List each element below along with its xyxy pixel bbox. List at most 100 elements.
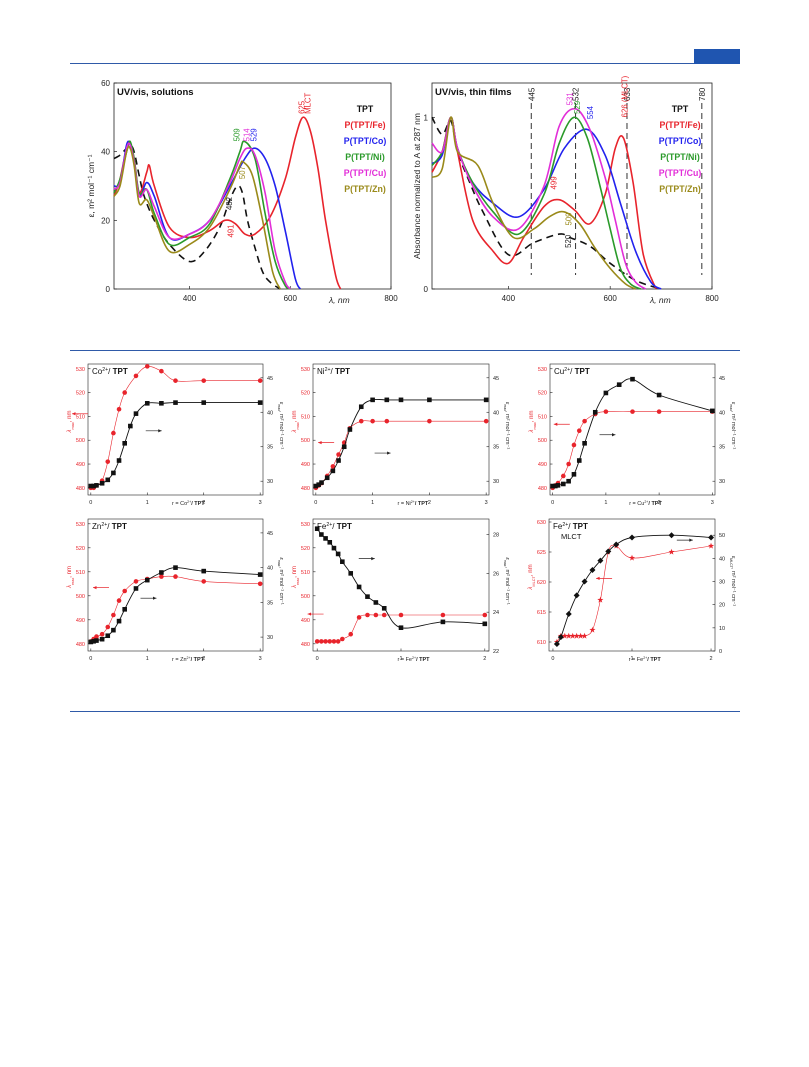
- left-y-tick-label: 490: [301, 462, 310, 468]
- fe-x-axis-label-part: 2+: [412, 656, 416, 660]
- series-line-ptptcu: [113, 142, 291, 290]
- left-y-tick-label: 500: [301, 438, 310, 444]
- data-point-right: [592, 409, 598, 415]
- right-y-tick-label: 0: [719, 649, 722, 655]
- data-point-right: [373, 600, 379, 605]
- co-panel-title: Co2+/ TPT: [92, 367, 128, 376]
- ni-plot-frame: [312, 363, 490, 496]
- ni-x-axis-label: r = Ni2+/ TPT: [397, 500, 428, 507]
- fe-left-y-axis-label: λmax, nm: [292, 566, 300, 589]
- x-tick-label: 3: [711, 500, 714, 506]
- data-point-right: [358, 404, 364, 410]
- left-y-tick-label: 520: [76, 546, 85, 552]
- data-point-left: [571, 442, 577, 448]
- right-y-tick-label: 22: [493, 649, 499, 655]
- x-tick-label: 2: [710, 656, 713, 662]
- data-point-right: [616, 382, 622, 387]
- fe-panel-title-part: TPT: [337, 522, 352, 531]
- data-point-right: [133, 586, 139, 591]
- fe-left-y-axis-label-part: λ: [292, 585, 298, 589]
- x-tick-label: 0: [316, 656, 319, 662]
- left-y-tick-label: 500: [301, 594, 310, 600]
- zn-right-y-axis-label-part: max: [277, 560, 281, 567]
- x-tick-label: 2: [658, 500, 661, 506]
- films-chart: 400 600 800 0 1 445 532 633 780 UV/vis, thin film…: [412, 75, 719, 305]
- data-point-right: [605, 548, 612, 555]
- series-line-ptptfe: [431, 116, 657, 290]
- zn-x-axis-label-part: r = Zn: [172, 657, 187, 663]
- left-y-tick-label: 480: [76, 642, 85, 648]
- zn-panel-title-part: TPT: [112, 522, 127, 531]
- films-x-axis-label: λ, nm: [649, 295, 671, 305]
- data-point-right: [327, 539, 333, 545]
- solutions-x-axis-label: λ, nm: [328, 295, 350, 305]
- left-y-tick-label: 520: [76, 391, 85, 397]
- data-point-right: [144, 401, 150, 406]
- data-point-left: [111, 430, 116, 436]
- data-point-left: [565, 632, 572, 639]
- right-y-tick-label: 30: [719, 479, 725, 485]
- co-left-y-axis-label-part: , nm: [67, 411, 73, 423]
- data-point-right: [589, 566, 596, 573]
- data-point-left: [314, 639, 320, 644]
- data-point-left: [656, 409, 662, 414]
- fe_mlct-panel-title-part: TPT: [573, 522, 588, 531]
- y-tick-label: 0: [106, 285, 111, 294]
- right-y-tick-label: 26: [493, 571, 499, 577]
- fe_mlct-panel-title-part: /: [568, 522, 572, 531]
- solutions-title: UV/vis, solutions: [117, 87, 194, 98]
- data-point-right: [557, 634, 564, 641]
- data-point-left: [597, 596, 604, 603]
- data-point-right: [99, 636, 105, 642]
- films-title: UV/vis, thin films: [435, 87, 512, 98]
- zn-x-axis-label-part: / TPT: [191, 657, 205, 663]
- data-point-right: [482, 621, 488, 627]
- cu-right-y-axis-label-part: max: [729, 404, 733, 411]
- series-line-ptptzn: [113, 145, 281, 290]
- left-y-tick-label: 490: [76, 462, 85, 468]
- fe-panel-title-part: /: [332, 522, 336, 531]
- data-point-left: [257, 378, 263, 383]
- y-tick-label: 1: [424, 113, 429, 122]
- data-point-right: [122, 607, 127, 612]
- data-point-right: [324, 475, 330, 481]
- left-y-tick-label: 510: [301, 570, 310, 576]
- peak-label: 482: [225, 197, 234, 210]
- x-tick-label: 2: [202, 500, 205, 506]
- data-point-right: [336, 458, 341, 463]
- header-corner-block: [694, 49, 740, 64]
- zn-right-y-axis-label: εmax, m² mol⁻¹ cm⁻¹: [277, 557, 284, 605]
- fe_mlct-right-y-axis-label-part: ε: [730, 556, 736, 559]
- data-point-right: [99, 480, 105, 486]
- data-point-right: [581, 578, 588, 585]
- left-y-tick-label: 510: [301, 414, 310, 420]
- data-point-right: [341, 444, 347, 450]
- reference-line-label: 532: [572, 87, 581, 101]
- data-point-right: [111, 627, 116, 633]
- zn-plot-frame: [87, 518, 264, 652]
- co-x-axis-label-part: 2+: [187, 500, 191, 504]
- left-y-tick-label: 480: [538, 486, 547, 492]
- ni-right-y-axis-label-part: max: [503, 404, 507, 411]
- peak-label: 626 (MLCT): [620, 75, 629, 117]
- series-line-ptptcu: [431, 107, 647, 290]
- cu-x-axis-label: r = Cu2+/ TPT: [629, 500, 662, 507]
- x-tick-label: 400: [183, 294, 197, 303]
- x-tick-label: 0: [551, 656, 554, 662]
- zn-panel-title-part: 2+: [101, 522, 107, 528]
- zn-left-y-axis-label-part: max: [70, 578, 75, 585]
- ni-x-axis-label-part: r = Ni: [397, 501, 410, 507]
- left-y-tick-label: 620: [537, 580, 546, 586]
- peak-label: 509: [232, 128, 241, 141]
- ni-panel-title: Ni2+/ TPT: [317, 367, 350, 376]
- fe_mlct-left-y-axis-label-part: λ: [528, 587, 534, 591]
- peak-label: 529: [573, 101, 582, 114]
- left-y-tick-label: 520: [538, 391, 547, 397]
- co-left-y-axis-label: λmax, nm: [67, 411, 75, 434]
- x-tick-label: 3: [259, 656, 262, 662]
- top-rule: [70, 63, 740, 64]
